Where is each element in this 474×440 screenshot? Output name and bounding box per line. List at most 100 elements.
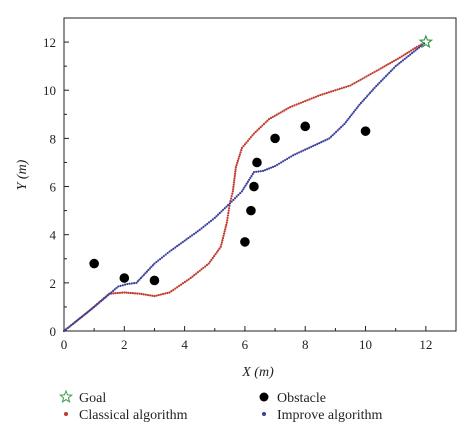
path-point (338, 127, 341, 130)
path-point (131, 292, 135, 295)
path-point (406, 51, 409, 55)
path-point (233, 197, 237, 200)
path-point (318, 141, 321, 145)
path-point (153, 294, 156, 298)
x-tick-label: 8 (302, 337, 309, 352)
path-point (226, 219, 229, 222)
path-point (174, 246, 177, 249)
path-point (194, 231, 198, 234)
path-point (177, 243, 181, 246)
path-point (288, 156, 291, 159)
path-point (375, 69, 378, 72)
path-point (211, 256, 214, 260)
path-point (342, 86, 346, 89)
path-point (349, 84, 352, 87)
path-point (113, 288, 116, 291)
path-point (242, 188, 245, 191)
path-point (391, 68, 394, 71)
path-point (191, 234, 194, 237)
y-tick-label: 10 (43, 83, 56, 98)
path-point (282, 160, 285, 163)
path-point (164, 292, 167, 295)
path-point (348, 115, 352, 119)
path-point (225, 205, 228, 208)
path-point (319, 93, 322, 97)
path-point (389, 61, 392, 65)
path-point (267, 118, 271, 121)
path-point (106, 294, 110, 297)
path-point (257, 127, 261, 130)
path-point (310, 97, 313, 100)
path-point (142, 273, 146, 276)
path-point (236, 159, 239, 162)
path-point (259, 170, 262, 173)
path-point (285, 108, 288, 111)
path-point (125, 291, 128, 294)
path-point (70, 324, 73, 327)
path-point (233, 172, 237, 175)
path-point (214, 253, 217, 256)
path-point (361, 77, 364, 80)
path-point (232, 185, 235, 189)
path-point (281, 110, 284, 113)
path-point (298, 151, 301, 154)
path-point (279, 111, 282, 114)
path-point (387, 63, 390, 66)
path-point (377, 68, 380, 71)
path-point (150, 265, 153, 268)
goal-star-icon (58, 389, 74, 403)
path-point (394, 58, 398, 61)
classical-dot-icon (64, 412, 68, 416)
path-point (215, 215, 218, 218)
path-point (344, 121, 347, 124)
path-point (391, 60, 394, 64)
path-point (220, 241, 223, 244)
path-point (248, 178, 251, 181)
path-point (129, 291, 132, 295)
path-point (207, 262, 210, 265)
path-point (185, 279, 188, 282)
path-point (240, 149, 243, 152)
legend-item-obstacle: Obstacle (259, 391, 326, 406)
path-point (396, 57, 399, 60)
path-point (93, 305, 96, 309)
path-point (248, 137, 251, 141)
path-point (166, 291, 169, 295)
path-point (127, 291, 130, 294)
path-point (148, 267, 152, 270)
path-point (196, 230, 199, 233)
path-point (136, 292, 139, 295)
path-point (157, 259, 160, 262)
path-point (236, 161, 239, 165)
path-point (304, 99, 307, 103)
path-point (226, 216, 229, 219)
goal-marker (418, 34, 434, 49)
path-point (301, 100, 305, 104)
path-point (341, 124, 344, 127)
path-point (75, 319, 78, 323)
path-point (218, 211, 221, 215)
x-tick-label: 0 (61, 337, 68, 352)
path-point (116, 291, 119, 295)
path-point (273, 164, 277, 168)
path-point (361, 100, 364, 103)
path-point (292, 154, 295, 157)
path-point (308, 146, 311, 149)
path-point (271, 115, 274, 119)
path-point (136, 280, 139, 283)
path-point (296, 152, 299, 155)
path-point (235, 195, 238, 198)
path-point (208, 260, 212, 263)
path-point (234, 168, 237, 171)
path-point (227, 209, 230, 212)
obstacle-point (240, 237, 250, 247)
path-point (159, 293, 163, 296)
path-point (155, 294, 158, 297)
path-point (385, 64, 388, 67)
path-point (140, 292, 143, 296)
path-point (229, 197, 233, 200)
legend-label-goal: Goal (79, 391, 106, 406)
path-point (78, 317, 82, 320)
path-point (404, 53, 407, 56)
series-layer (62, 42, 426, 333)
